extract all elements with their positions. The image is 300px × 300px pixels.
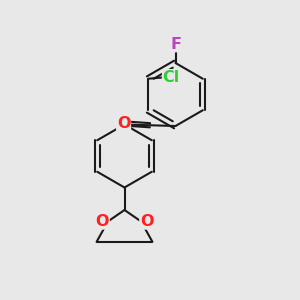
Text: F: F <box>170 37 181 52</box>
Text: Cl: Cl <box>163 70 180 85</box>
Text: O: O <box>140 214 153 229</box>
Text: O: O <box>117 116 130 131</box>
Text: O: O <box>95 214 109 229</box>
